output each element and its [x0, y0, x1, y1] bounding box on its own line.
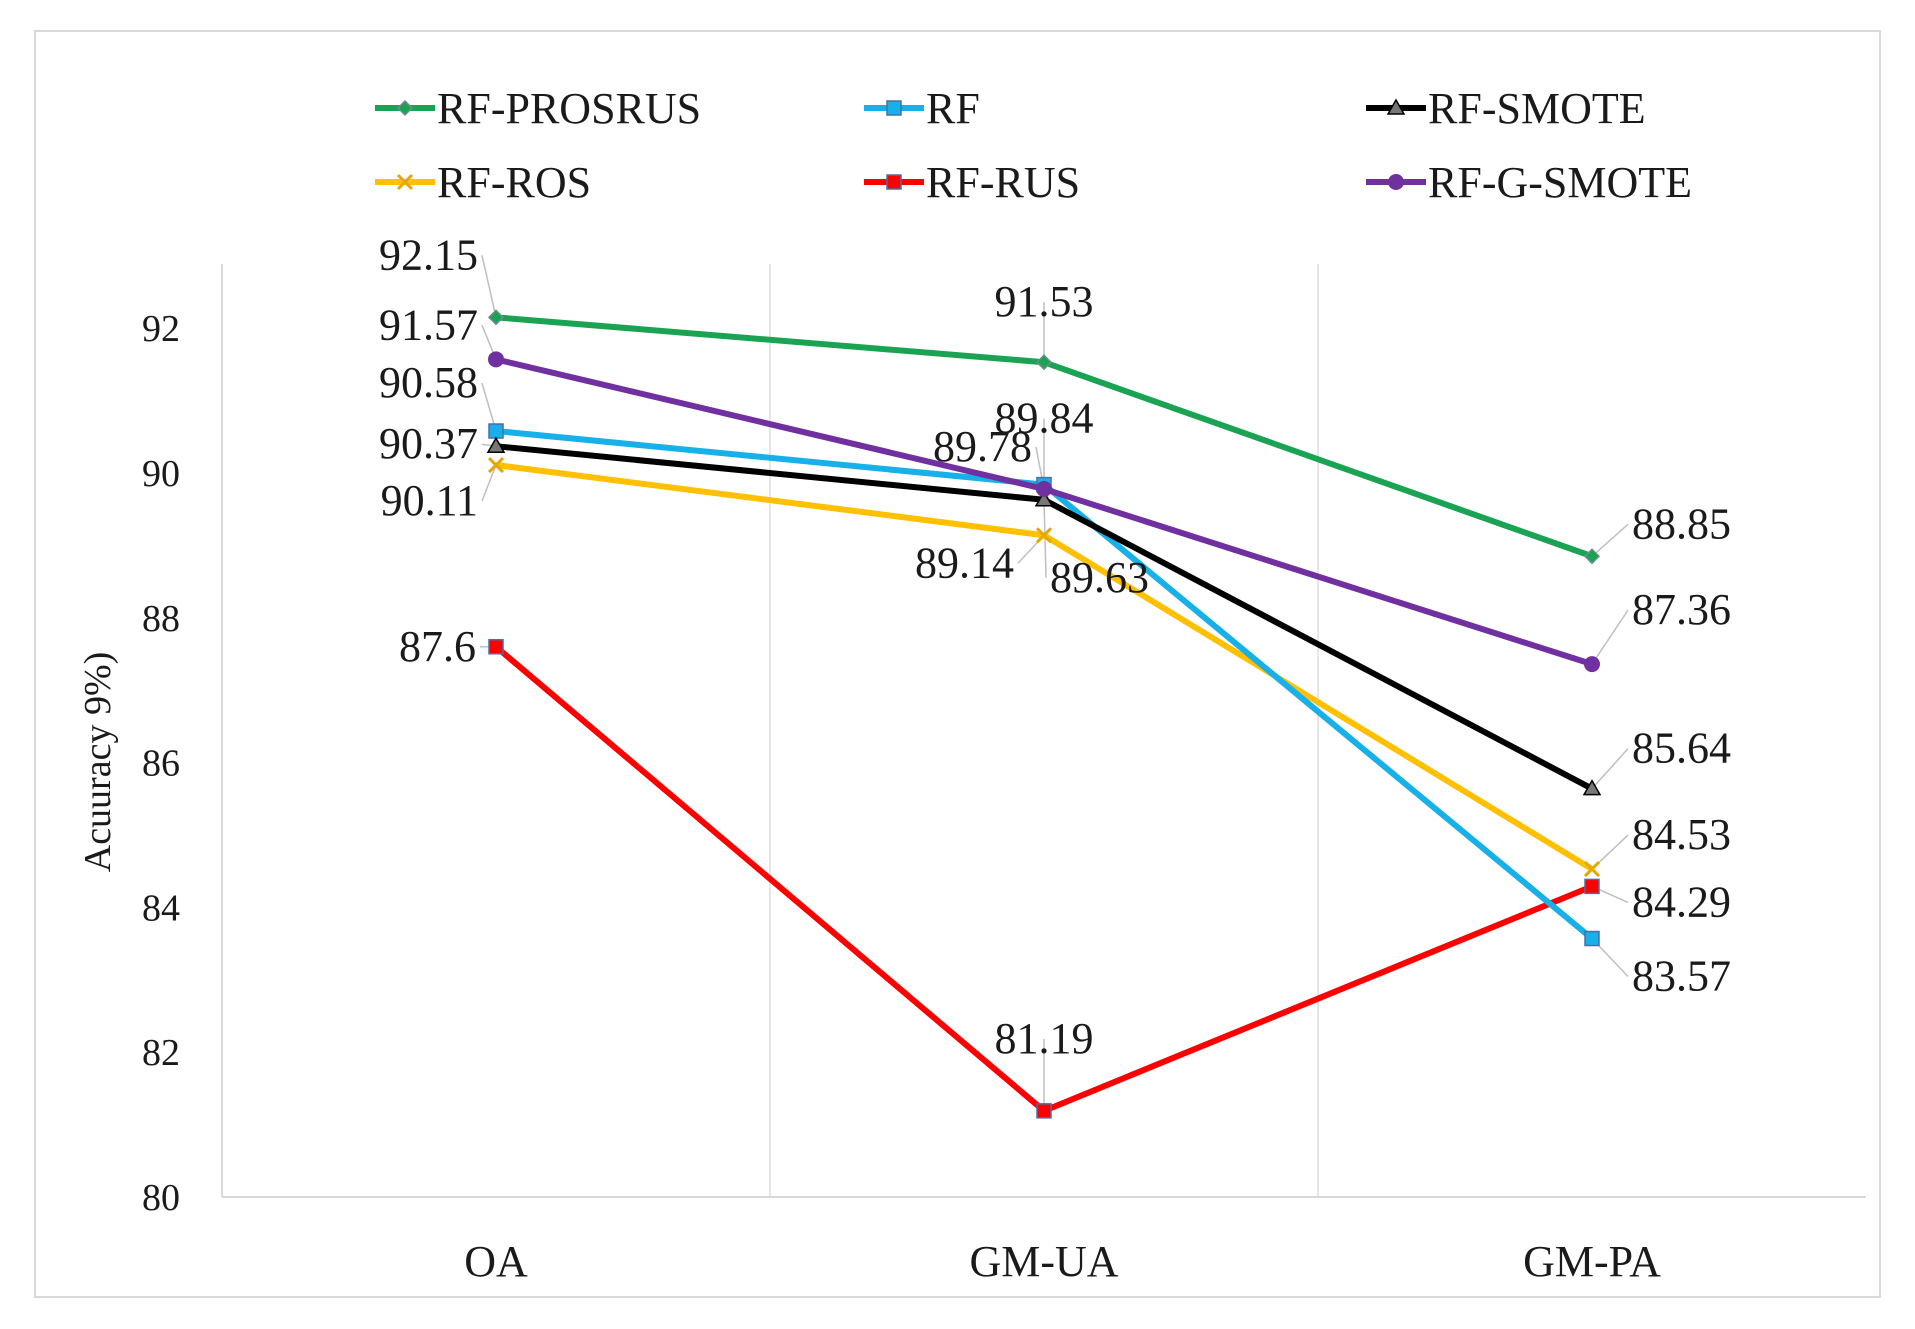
series-layer	[486, 309, 1602, 1119]
legend-label: RF-ROS	[437, 158, 591, 207]
data-point-marker	[488, 351, 504, 368]
data-point-marker	[396, 173, 414, 191]
data-point-marker	[488, 639, 504, 655]
legend-item-rf-rus: RF-RUS	[864, 158, 1080, 207]
y-axis-title: Acuuracy 9%)	[77, 652, 119, 873]
legend-label: RF-SMOTE	[1428, 84, 1646, 133]
data-label: 83.57	[1632, 952, 1731, 1001]
data-point-marker	[1036, 480, 1052, 497]
legend-label: RF-G-SMOTE	[1428, 158, 1692, 207]
data-point-marker	[488, 423, 504, 439]
legend-label: RF-RUS	[926, 158, 1080, 207]
data-label: 89.84	[995, 394, 1094, 443]
data-point-marker	[1583, 548, 1601, 565]
y-tick-label: 82	[142, 1032, 180, 1074]
data-label: 89.63	[1050, 553, 1149, 602]
y-tick-label: 86	[142, 743, 180, 785]
data-point-marker	[1584, 930, 1600, 947]
series-rf-rus	[488, 639, 1600, 1119]
legend-item-rf-g-smote: RF-G-SMOTE	[1366, 158, 1692, 207]
data-point-marker	[1583, 860, 1601, 878]
data-label: 88.85	[1632, 499, 1731, 548]
data-point-marker	[1034, 490, 1054, 507]
data-label: 90.11	[381, 476, 478, 525]
data-point-marker	[1035, 354, 1053, 371]
series-rf-smote	[486, 436, 1602, 796]
legend-label: RF-PROSRUS	[437, 84, 701, 133]
x-category-label: GM-UA	[969, 1237, 1118, 1286]
y-tick-label: 84	[142, 887, 180, 929]
legend: RF-PROSRUS RF RF-SMOTE RF-ROS RF-RUS RF-G-SMO…	[375, 84, 1692, 207]
legend-item-rf-ros: RF-ROS	[375, 158, 591, 207]
data-label-leader	[481, 255, 497, 318]
legend-label: RF	[926, 84, 980, 133]
data-point-marker	[1035, 527, 1053, 544]
legend-item-rf: RF	[864, 84, 980, 133]
data-point-marker	[1386, 98, 1406, 115]
data-label: 92.15	[379, 230, 478, 279]
data-label: 91.53	[995, 277, 1094, 326]
data-point-marker	[1036, 1103, 1052, 1119]
legend-item-rf-prosrus: RF-PROSRUS	[375, 84, 701, 133]
y-tick-label: 80	[142, 1177, 180, 1219]
y-tick-label: 90	[142, 453, 180, 495]
data-point-marker	[1584, 656, 1600, 673]
legend-item-rf-smote: RF-SMOTE	[1366, 84, 1646, 133]
data-point-marker	[396, 99, 414, 117]
axis-layer: 80 82 84 86 88 90 92 OA GM-UA GM-PA	[142, 264, 1866, 1286]
data-point-marker	[486, 436, 506, 453]
data-point-marker	[1388, 174, 1404, 190]
data-label: 90.37	[379, 419, 478, 468]
chart-frame	[34, 30, 1881, 1298]
data-label: 81.19	[995, 1014, 1094, 1063]
data-point-marker	[487, 456, 505, 474]
x-category-label: GM-PA	[1523, 1237, 1661, 1286]
data-point-marker	[487, 309, 505, 326]
data-label: 84.53	[1632, 810, 1731, 859]
data-label-leader	[1591, 609, 1629, 665]
series-rf-prosrus	[487, 309, 1601, 565]
data-label: 89.78	[933, 422, 1032, 471]
data-label: 87.36	[1632, 585, 1731, 634]
x-category-label: OA	[464, 1237, 528, 1286]
data-label-leader	[481, 382, 497, 432]
data-label: 89.14	[915, 538, 1014, 587]
data-label-leader	[1591, 748, 1629, 790]
data-label: 84.29	[1632, 877, 1731, 926]
data-point-marker	[886, 174, 902, 190]
series-rf-ros	[487, 456, 1601, 878]
data-label-layer: 92.1591.5790.5890.3790.1187.691.5389.848…	[379, 230, 1731, 1063]
data-label-leader	[1591, 523, 1629, 557]
data-label: 91.57	[379, 300, 478, 349]
data-point-marker	[1582, 779, 1602, 796]
data-label: 85.64	[1632, 724, 1731, 773]
grid-layer	[769, 264, 1319, 1197]
data-point-marker	[1584, 878, 1600, 895]
data-point-marker	[886, 100, 902, 116]
data-label-leader	[481, 464, 497, 502]
y-tick-label: 88	[142, 598, 180, 640]
series-rf-g-smote	[488, 351, 1600, 673]
y-tick-label: 92	[142, 308, 180, 350]
leader-line-layer	[480, 255, 1629, 1111]
data-label: 90.58	[379, 358, 478, 407]
data-label: 87.6	[399, 622, 476, 671]
